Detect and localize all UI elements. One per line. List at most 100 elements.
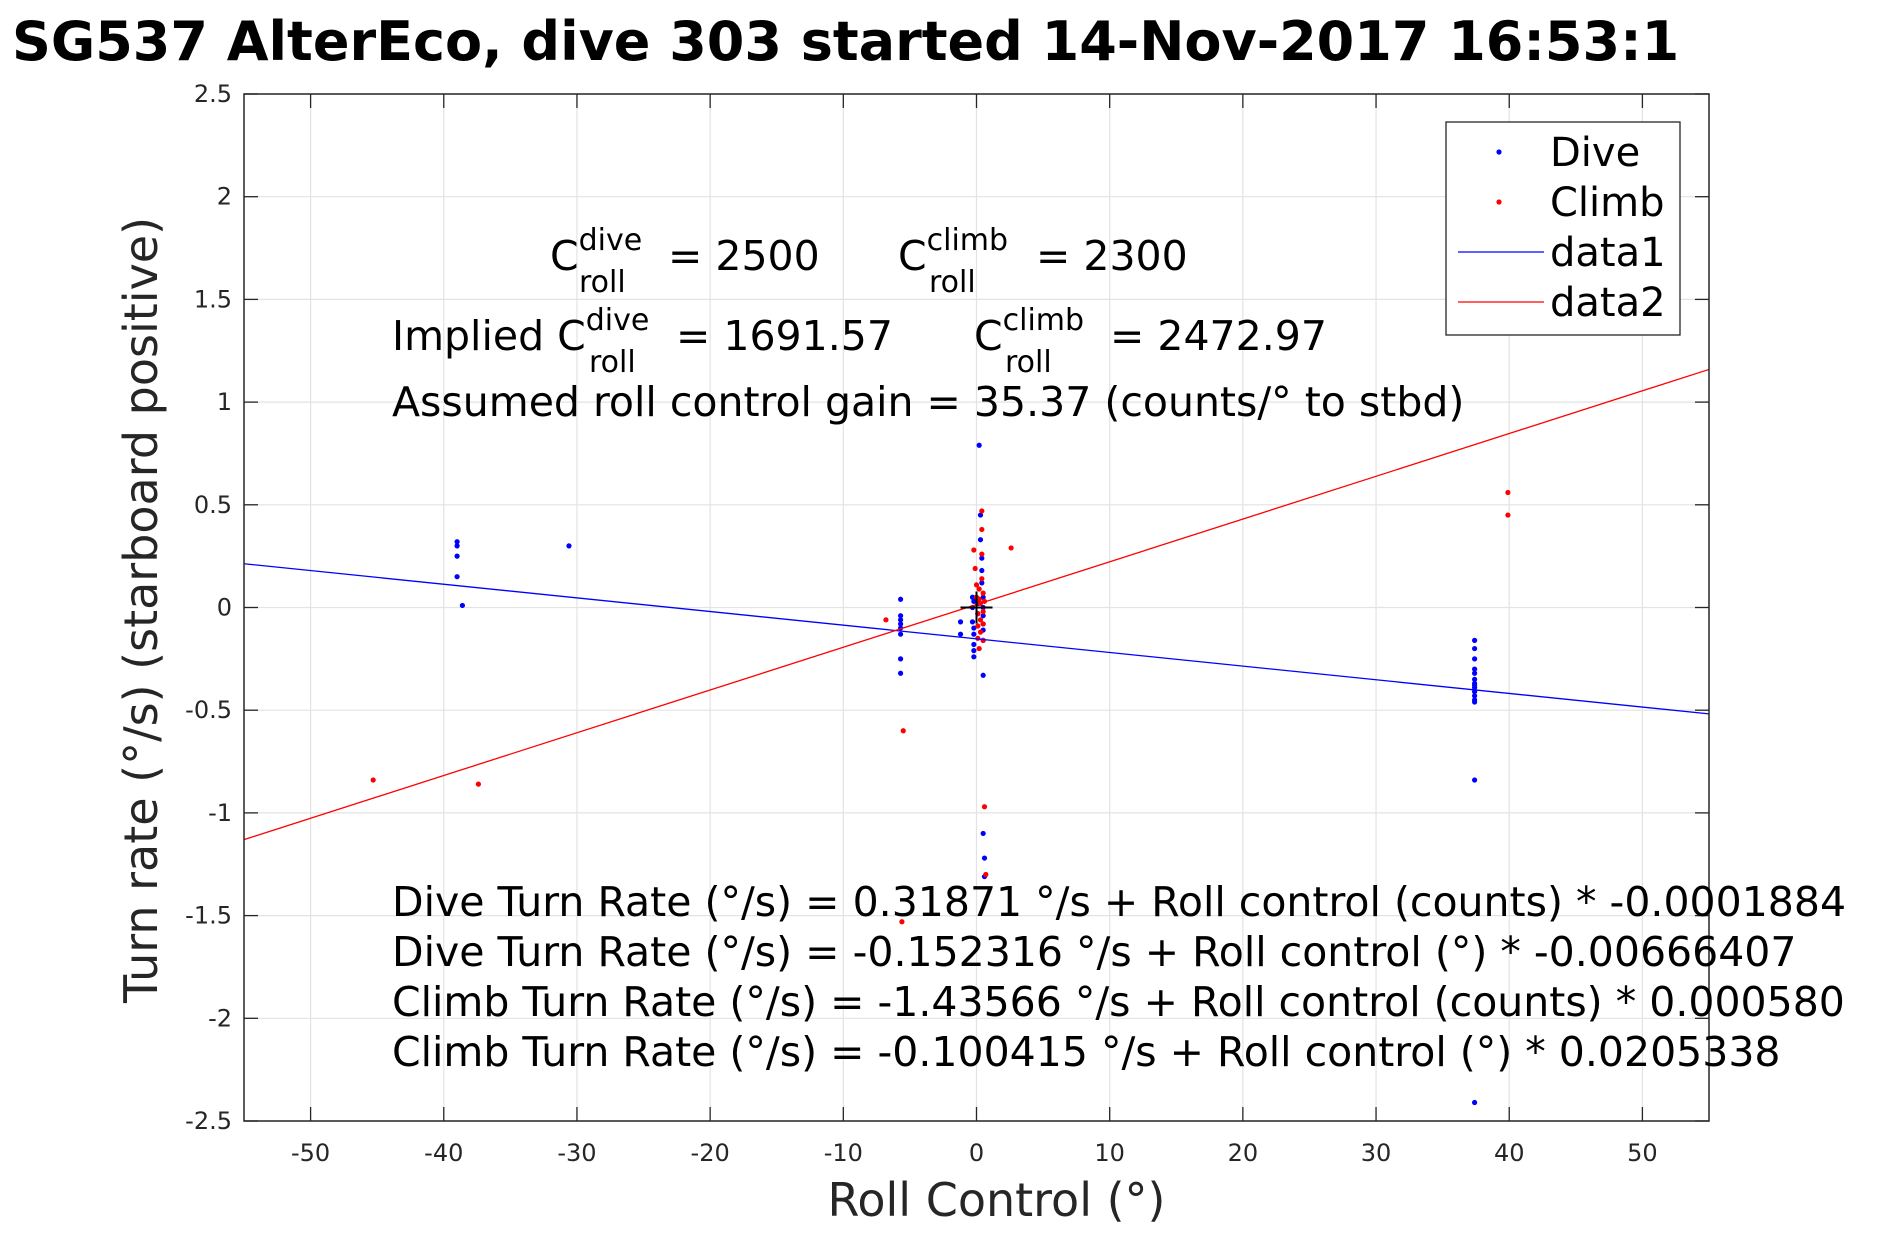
dive-point bbox=[454, 543, 460, 549]
climb-point bbox=[1505, 512, 1511, 518]
fit-climb-counts: Climb Turn Rate (°/s) = -1.43566 °/s + R… bbox=[392, 978, 1845, 1026]
x-tick-label: 50 bbox=[1627, 1139, 1658, 1167]
climb-point bbox=[1505, 489, 1511, 496]
legend-label-climb: Climb bbox=[1550, 180, 1665, 226]
dive-point bbox=[1472, 656, 1478, 662]
y-tick-label: -0.5 bbox=[185, 696, 232, 724]
coefficient-climb-subscript: roll bbox=[929, 234, 976, 300]
dive-point bbox=[971, 631, 977, 637]
dive-point bbox=[897, 596, 904, 602]
dive-point bbox=[969, 594, 976, 600]
fit-line-data1 bbox=[243, 563, 1710, 715]
legend-swatch-dive bbox=[1496, 149, 1502, 155]
x-tick-label: -40 bbox=[424, 1139, 463, 1167]
dive-point bbox=[980, 830, 986, 837]
implied-prefix: Implied C bbox=[392, 312, 586, 360]
y-tick-label: 0.5 bbox=[194, 491, 232, 519]
dive-point bbox=[977, 512, 984, 518]
legend-label-data2: data2 bbox=[1550, 280, 1666, 326]
coef-dive-roll-subscript: roll bbox=[579, 265, 626, 300]
climb-point bbox=[972, 565, 978, 572]
legend-label-data1: data1 bbox=[1550, 230, 1666, 276]
fit-dive-counts: Dive Turn Rate (°/s) = 0.31871 °/s + Rol… bbox=[392, 878, 1847, 926]
coefficient-dive-subscript: roll bbox=[579, 234, 626, 300]
climb-point bbox=[883, 617, 889, 623]
x-tick-label: 0 bbox=[969, 1139, 984, 1167]
x-tick-label: -30 bbox=[557, 1139, 596, 1167]
implied-climb-annotation: Cclimb bbox=[974, 303, 1084, 360]
y-tick-label: -2 bbox=[208, 1004, 232, 1032]
coef-climb-superscript: climb bbox=[926, 223, 1009, 258]
dive-point bbox=[971, 654, 977, 660]
climb-point bbox=[973, 582, 980, 588]
climb-point bbox=[980, 637, 986, 643]
x-axis-label: Roll Control (°) bbox=[827, 1173, 1165, 1227]
dive-point bbox=[1472, 637, 1478, 643]
climb-point bbox=[983, 871, 989, 878]
climb-point bbox=[977, 617, 984, 623]
dive-point bbox=[1472, 682, 1478, 689]
dive-point bbox=[897, 617, 904, 623]
chart-title: SG537 AlterEco, dive 303 started 14-Nov-… bbox=[12, 10, 1680, 73]
implied-dive-superscript: dive bbox=[585, 303, 650, 338]
implied-climb-value: = 2472.97 bbox=[1110, 312, 1327, 360]
dive-point bbox=[980, 613, 986, 619]
dive-point bbox=[971, 625, 977, 631]
coef-climb-roll-subscript: roll bbox=[929, 265, 976, 300]
dive-point bbox=[1472, 666, 1478, 672]
dive-point bbox=[897, 613, 904, 619]
dive-point bbox=[971, 598, 977, 604]
climb-point bbox=[976, 586, 982, 592]
y-tick-label: -1 bbox=[208, 799, 232, 827]
dive-point bbox=[957, 631, 964, 637]
dive-point bbox=[979, 567, 985, 574]
coefficient-climb-value: = 2300 bbox=[1036, 232, 1188, 280]
coef-c-symbol: C bbox=[550, 232, 579, 280]
dive-point bbox=[1472, 670, 1478, 676]
y-tick-label: 2 bbox=[217, 183, 232, 211]
implied-climb-c-symbol: C bbox=[974, 312, 1003, 360]
dive-point bbox=[459, 602, 466, 609]
climb-point bbox=[980, 609, 986, 615]
assumed-gain-annotation: Assumed roll control gain = 35.37 (count… bbox=[392, 378, 1465, 426]
dive-point bbox=[454, 539, 460, 545]
dive-point bbox=[897, 670, 904, 676]
y-tick-label: 1.5 bbox=[194, 285, 232, 313]
x-tick-label: -50 bbox=[291, 1139, 330, 1167]
series-layer bbox=[243, 368, 1710, 1106]
climb-point bbox=[981, 804, 988, 810]
axes-layer bbox=[243, 93, 1710, 1122]
climb-point bbox=[1008, 545, 1014, 551]
coef-dive-superscript: dive bbox=[578, 223, 643, 258]
x-tick-label: 20 bbox=[1228, 1139, 1259, 1167]
x-tick-label: 30 bbox=[1361, 1139, 1392, 1167]
dive-point bbox=[1472, 645, 1478, 652]
dive-point bbox=[969, 619, 976, 625]
implied-dive-annotation: Implied Cdive bbox=[392, 303, 649, 360]
implied-dive-subscript: roll bbox=[589, 314, 636, 380]
dive-point bbox=[977, 537, 984, 543]
dive-point bbox=[897, 631, 904, 637]
climb-point bbox=[975, 623, 981, 629]
dive-point bbox=[971, 648, 977, 654]
dive-point bbox=[1472, 699, 1478, 705]
legend-box bbox=[1445, 121, 1681, 336]
climb-point bbox=[980, 590, 986, 596]
y-tick-label: 0 bbox=[217, 594, 232, 622]
dive-point bbox=[957, 619, 964, 625]
coefficient-dive-annotation: Cdive bbox=[550, 223, 642, 280]
y-tick-label: 1 bbox=[217, 388, 232, 416]
y-tick-label: -2.5 bbox=[185, 1107, 232, 1135]
dive-point bbox=[1472, 693, 1478, 699]
implied-climb-superscript: climb bbox=[1002, 303, 1085, 338]
climb-point bbox=[980, 621, 986, 627]
dive-point bbox=[454, 574, 460, 580]
climb-point bbox=[971, 547, 977, 553]
y-tick-label: -1.5 bbox=[185, 902, 232, 930]
implied-climb-roll-subscript: roll bbox=[1005, 345, 1052, 380]
dive-point bbox=[897, 656, 904, 662]
y-tick-label: 2.5 bbox=[194, 80, 232, 108]
dive-point bbox=[979, 555, 985, 561]
